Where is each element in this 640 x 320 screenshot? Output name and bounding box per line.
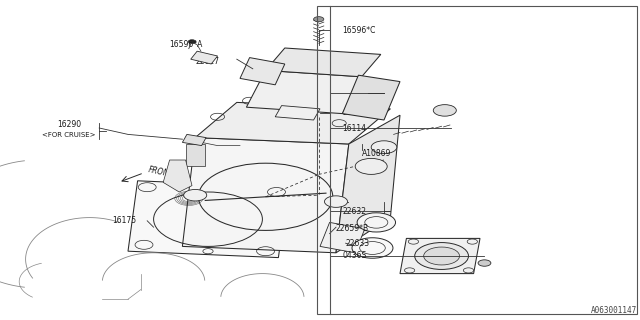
Circle shape (170, 174, 179, 178)
Circle shape (352, 238, 393, 258)
Circle shape (424, 247, 460, 265)
Circle shape (478, 260, 491, 266)
Text: 22650: 22650 (342, 88, 367, 97)
Bar (317, 6, 637, 314)
Circle shape (184, 189, 207, 201)
Text: 16114: 16114 (342, 124, 367, 132)
Circle shape (433, 105, 456, 116)
Circle shape (355, 158, 387, 174)
Text: 22659*A: 22659*A (322, 101, 355, 110)
Polygon shape (275, 106, 320, 120)
Polygon shape (186, 144, 205, 166)
Text: 16290: 16290 (58, 120, 82, 129)
Text: 22659*A: 22659*A (342, 108, 376, 117)
Polygon shape (191, 51, 218, 64)
Text: 16596*C: 16596*C (342, 26, 376, 35)
Polygon shape (240, 58, 285, 85)
Polygon shape (182, 134, 206, 146)
Text: A063001147: A063001147 (591, 306, 637, 315)
Polygon shape (128, 181, 288, 258)
Polygon shape (320, 222, 365, 253)
Polygon shape (336, 115, 400, 253)
Text: FRONT: FRONT (147, 165, 175, 179)
Circle shape (324, 196, 348, 207)
Polygon shape (246, 70, 362, 114)
Text: 16175: 16175 (112, 216, 136, 225)
Text: 16596*A: 16596*A (170, 40, 203, 49)
Text: 22632: 22632 (342, 207, 367, 216)
Circle shape (357, 213, 396, 232)
Polygon shape (163, 160, 192, 192)
Polygon shape (195, 102, 390, 144)
Circle shape (273, 79, 322, 103)
Circle shape (349, 94, 378, 108)
Polygon shape (182, 138, 349, 253)
Text: <FOR CRUISE>: <FOR CRUISE> (42, 132, 95, 138)
Text: 22633: 22633 (346, 239, 370, 248)
Circle shape (314, 17, 324, 22)
Text: A10869: A10869 (362, 149, 391, 158)
Text: 22659*B: 22659*B (336, 224, 369, 233)
Text: 22627: 22627 (195, 57, 219, 66)
Text: 0436S: 0436S (342, 252, 367, 260)
Polygon shape (266, 48, 381, 77)
Circle shape (371, 141, 397, 154)
Polygon shape (342, 75, 400, 120)
Circle shape (415, 243, 468, 269)
Circle shape (188, 40, 196, 44)
Polygon shape (400, 238, 480, 274)
